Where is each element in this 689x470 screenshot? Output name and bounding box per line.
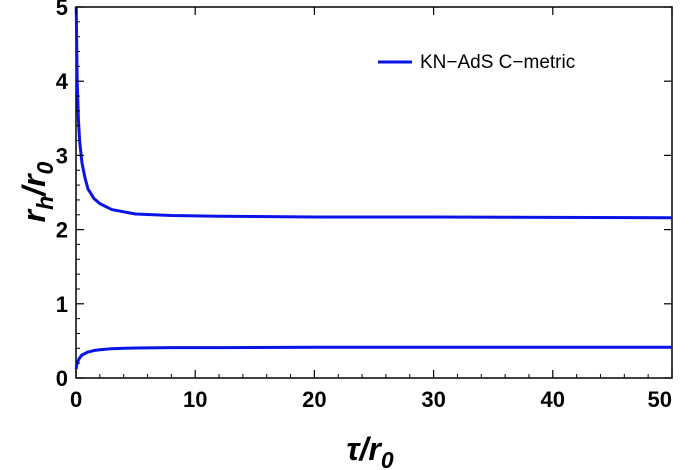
x-tick-label: 30 (421, 387, 445, 412)
x-ticks: 0 10 20 30 40 50 (70, 7, 673, 412)
x-axis-label-sub: 0 (381, 447, 394, 470)
x-tick-label: 20 (302, 387, 326, 412)
y-axis-label: rh/r0 (16, 161, 58, 222)
y-tick-label: 0 (56, 366, 68, 391)
y-ticks: 0 1 2 3 4 5 (56, 0, 672, 391)
legend-label: KN−AdS C−metric (420, 52, 575, 73)
x-tick-label: 10 (183, 387, 207, 412)
y-tick-label: 3 (56, 143, 68, 168)
legend: KN−AdS C−metric (378, 52, 575, 73)
x-axis-label: τ/r0 (346, 431, 393, 470)
y-axis-label-sub2: 0 (32, 161, 58, 174)
y-tick-label: 4 (56, 69, 69, 94)
y-tick-label: 5 (56, 0, 68, 20)
x-axis-label-main: τ/r (346, 431, 382, 467)
x-tick-label: 0 (70, 387, 82, 412)
y-tick-label: 2 (56, 218, 68, 243)
y-tick-label: 1 (56, 292, 68, 317)
y-axis-label-mid: /r (16, 173, 52, 198)
series-line-lower (74, 345, 672, 370)
x-tick-label: 50 (648, 387, 672, 412)
series-layer (74, 6, 673, 370)
series-line-upper (74, 6, 673, 220)
y-axis-label-sub1: h (32, 196, 58, 210)
y-axis-label-main: r (16, 208, 52, 222)
plot-frame (75, 6, 673, 379)
plot-border (75, 6, 673, 379)
x-tick-label: 40 (541, 387, 565, 412)
